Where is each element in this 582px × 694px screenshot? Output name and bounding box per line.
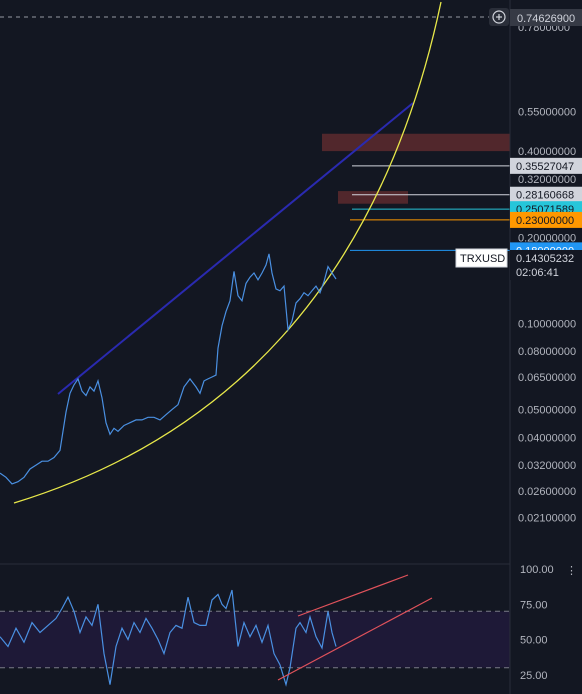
price-axis-tick: 0.03200000 (518, 460, 576, 472)
horizontal-levels (350, 165, 510, 251)
symbol-tag: TRXUSD (460, 253, 505, 265)
price-axis-tick: 0.04000000 (518, 432, 576, 444)
rsi-series-line (0, 589, 337, 687)
parabolic-support-curve[interactable] (13, 1, 442, 504)
rsi-axis-ellipsis: ⋮ (566, 565, 577, 577)
price-label: 0.28160668 (516, 190, 574, 202)
price-axis-tick: 0.05000000 (518, 405, 576, 417)
rsi-axis-ticks: 100.00 75.00 50.00 25.00 (520, 564, 554, 682)
price-pane[interactable] (0, 1, 510, 504)
upper-trendline[interactable] (57, 102, 414, 395)
rsi-upper-channel-line[interactable] (297, 574, 409, 617)
countdown-timer: 02:06:41 (516, 267, 559, 279)
symbol-tag-bg (455, 248, 508, 268)
rsi-lower-channel-line[interactable] (277, 597, 433, 681)
price-axis-tick: 0.06500000 (518, 372, 576, 384)
current-price-label-bg (510, 250, 582, 280)
price-series-line (0, 253, 337, 485)
price-label-bg (510, 186, 582, 203)
price-label: 0.35527047 (516, 161, 574, 173)
resistance-zone[interactable] (322, 133, 510, 152)
price-axis-tick: 0.32000000 (518, 174, 576, 186)
add-alert-button[interactable] (489, 8, 509, 26)
resistance-zones (322, 133, 510, 204)
crosshair-price-label: 0.74626900 (517, 13, 575, 25)
crosshair-price-label-bg (510, 9, 582, 26)
price-axis-tick: 0.02600000 (518, 486, 576, 498)
price-axis-tick: 0.55000000 (518, 107, 576, 119)
price-level-labels: 0.355270470.281606680.250715890.23000000… (510, 157, 582, 259)
price-axis-tick: 0.20000000 (518, 232, 576, 244)
price-axis-tick: 0.02100000 (518, 512, 576, 524)
rsi-axis-tick: 25.00 (520, 670, 548, 682)
price-axis-tick: 0.10000000 (518, 318, 576, 330)
price-axis-tick: 0.08000000 (518, 346, 576, 358)
rsi-pane[interactable] (0, 574, 510, 687)
price-axis-tick: 0.40000000 (518, 146, 576, 158)
rsi-axis-tick: 75.00 (520, 599, 548, 611)
rsi-axis-tick: 100.00 (520, 564, 554, 576)
price-axis[interactable]: 0.7800000 0.550000000.400000000.32000000… (509, 0, 582, 694)
plus-circle-icon (492, 10, 506, 24)
current-price-value: 0.14305232 (516, 253, 574, 265)
rsi-axis-tick: 50.00 (520, 635, 548, 647)
price-label: 0.23000000 (516, 215, 574, 227)
price-label-bg (510, 157, 582, 174)
price-label-bg (510, 211, 582, 228)
